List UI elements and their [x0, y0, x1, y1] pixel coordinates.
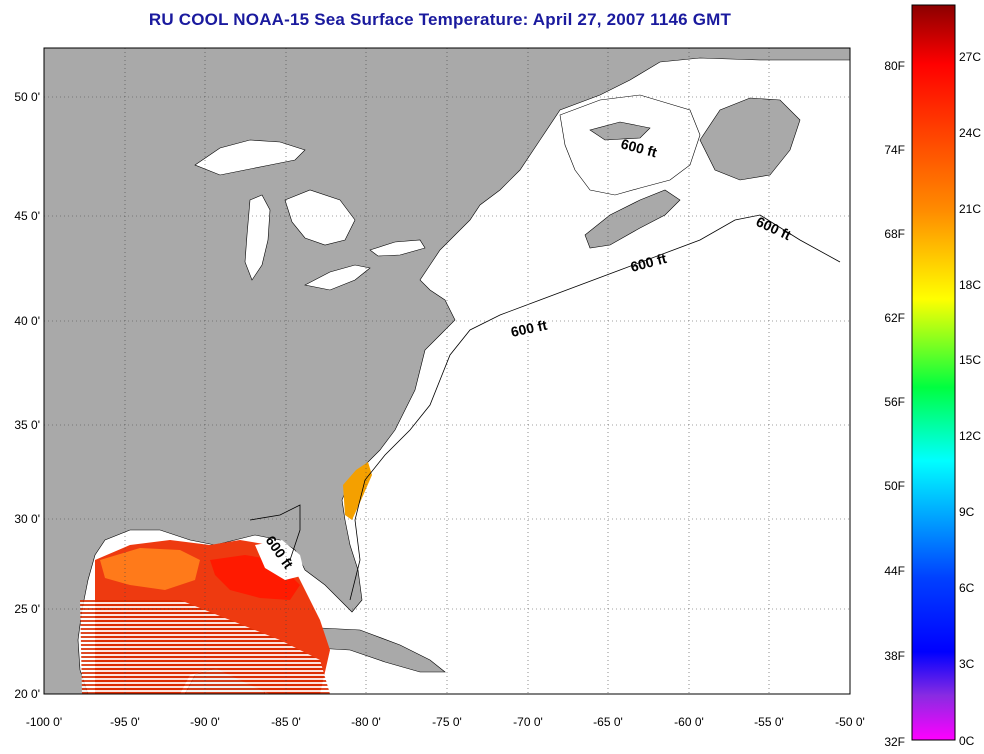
gulf-sst-streaks	[80, 600, 330, 694]
cb-f-label: 32F	[884, 735, 905, 749]
plot-frame	[43, 47, 851, 695]
cb-c-label: 12C	[959, 429, 981, 443]
y-tick-label: 35 0'	[14, 418, 40, 432]
cb-c-label: 15C	[959, 353, 981, 367]
colorbar-gradient	[911, 4, 956, 741]
cb-c-label: 18C	[959, 278, 981, 292]
cb-c-label: 24C	[959, 126, 981, 140]
lake-huron	[284, 189, 356, 246]
cb-c-label: 3C	[959, 657, 975, 671]
y-tick-label: 40 0'	[14, 314, 40, 328]
x-tick-label: -75 0'	[432, 715, 462, 729]
cb-f-label: 38F	[884, 649, 905, 663]
y-tick-label: 25 0'	[14, 602, 40, 616]
colorbar: 80F 74F 68F 62F 56F 50F 44F 38F 32F 27C …	[884, 4, 981, 749]
lake-erie	[304, 264, 371, 291]
x-tick-label: -85 0'	[271, 715, 301, 729]
cb-c-label: 21C	[959, 202, 981, 216]
y-tick-label: 45 0'	[14, 209, 40, 223]
map-title: RU COOL NOAA-15 Sea Surface Temperature:…	[148, 10, 732, 29]
x-axis: -100 0' -95 0' -90 0' -85 0' -80 0' -75 …	[26, 715, 865, 729]
gulf-cloud-gap	[255, 540, 305, 580]
cb-f-label: 80F	[884, 59, 905, 73]
cb-c-label: 9C	[959, 505, 975, 519]
x-tick-label: -90 0'	[190, 715, 220, 729]
st-lawrence-water	[559, 94, 701, 196]
x-tick-label: -80 0'	[351, 715, 381, 729]
lake-ontario	[369, 239, 426, 257]
cb-f-label: 68F	[884, 227, 905, 241]
lake-michigan	[244, 194, 271, 281]
x-tick-label: -55 0'	[754, 715, 784, 729]
x-tick-label: -100 0'	[26, 715, 62, 729]
colorbar-celsius-labels: 27C 24C 21C 18C 15C 12C 9C 6C 3C 0C	[959, 50, 981, 748]
cb-c-label: 27C	[959, 50, 981, 64]
y-tick-label: 30 0'	[14, 512, 40, 526]
x-tick-label: -60 0'	[674, 715, 704, 729]
lake-superior	[194, 139, 306, 176]
cb-f-label: 74F	[884, 143, 905, 157]
y-tick-label: 50 0'	[14, 90, 40, 104]
cb-f-label: 50F	[884, 479, 905, 493]
gulf-sst-orange	[100, 548, 200, 590]
x-tick-label: -65 0'	[593, 715, 623, 729]
y-axis: 50 0' 45 0' 40 0' 35 0' 30 0' 25 0' 20 0…	[14, 90, 40, 701]
x-tick-label: -50 0'	[835, 715, 865, 729]
cb-f-label: 44F	[884, 564, 905, 578]
cb-f-label: 62F	[884, 311, 905, 325]
y-tick-label: 20 0'	[14, 687, 40, 701]
600ft-contour	[249, 214, 841, 601]
x-tick-label: -95 0'	[110, 715, 140, 729]
cb-c-label: 0C	[959, 734, 975, 748]
anticosti-island	[589, 121, 651, 141]
contour-label: 600 ft	[509, 317, 548, 340]
newfoundland-land	[699, 97, 801, 181]
x-tick-label: -70 0'	[513, 715, 543, 729]
cb-c-label: 6C	[959, 581, 975, 595]
north-america-land	[44, 48, 850, 694]
colorbar-fahrenheit-labels: 80F 74F 68F 62F 56F 50F 44F 38F 32F	[884, 59, 905, 749]
nova-scotia-land	[584, 189, 681, 249]
florida-east-sst	[343, 462, 372, 520]
cb-f-label: 56F	[884, 395, 905, 409]
